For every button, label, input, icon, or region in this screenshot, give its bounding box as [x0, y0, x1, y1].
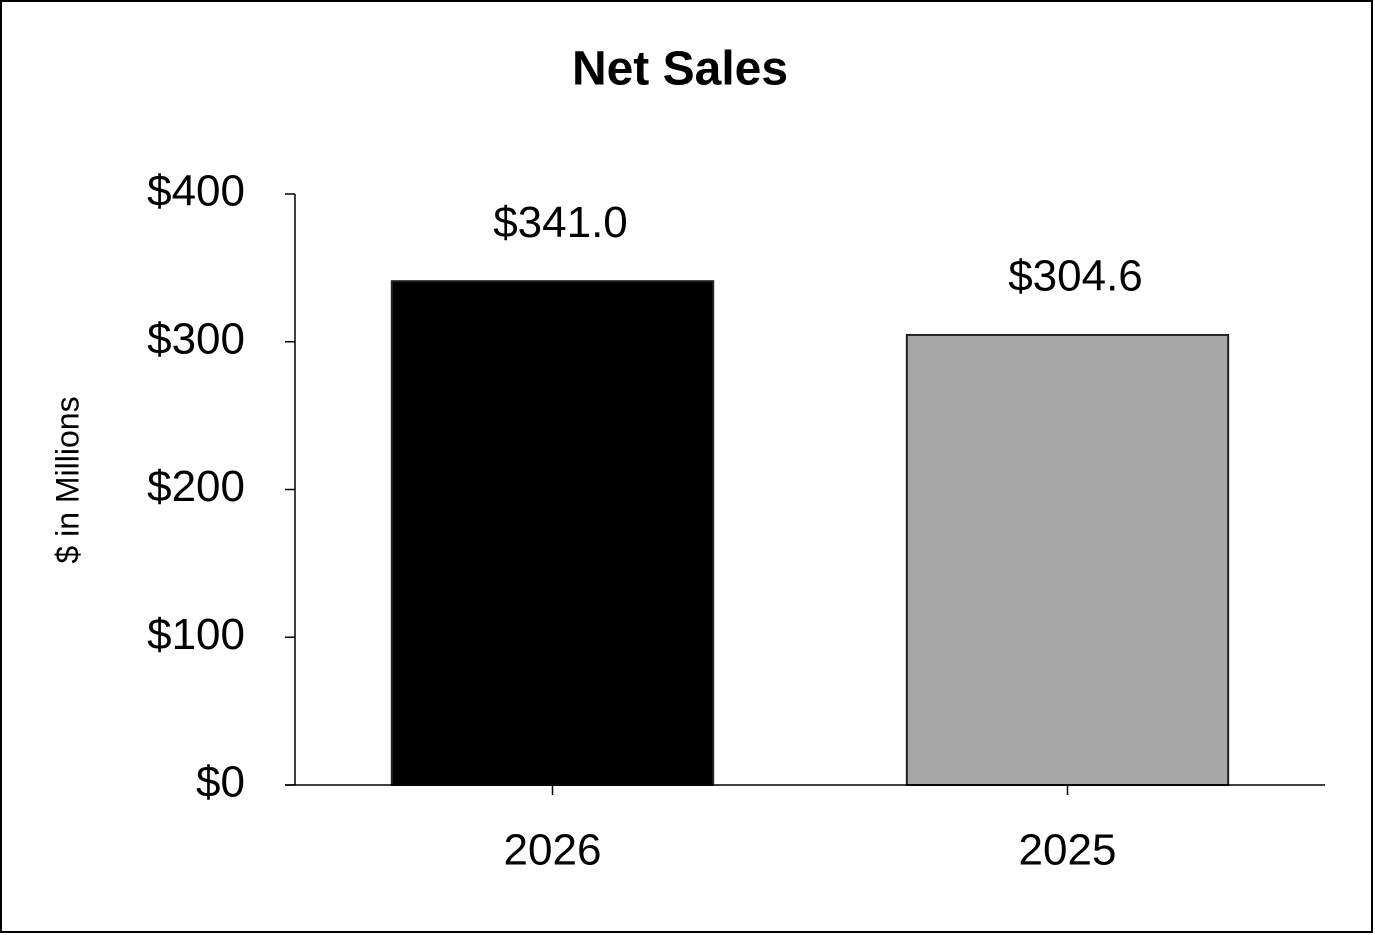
value-label: $341.0 [493, 198, 628, 247]
y-tick-label: $100 [147, 610, 245, 659]
x-tick-label: 2026 [504, 826, 602, 875]
y-tick-label: $200 [147, 462, 245, 511]
chart-title: Net Sales [572, 43, 788, 96]
x-tick-label: 2025 [1019, 826, 1117, 875]
value-label: $304.6 [1008, 252, 1143, 301]
y-tick-label: $400 [147, 167, 245, 216]
y-tick-label: $300 [147, 314, 245, 363]
y-tick-label: $0 [196, 758, 245, 807]
y-axis-label: $ in Millions [49, 396, 85, 563]
bar [390, 280, 715, 786]
bar [905, 333, 1230, 786]
